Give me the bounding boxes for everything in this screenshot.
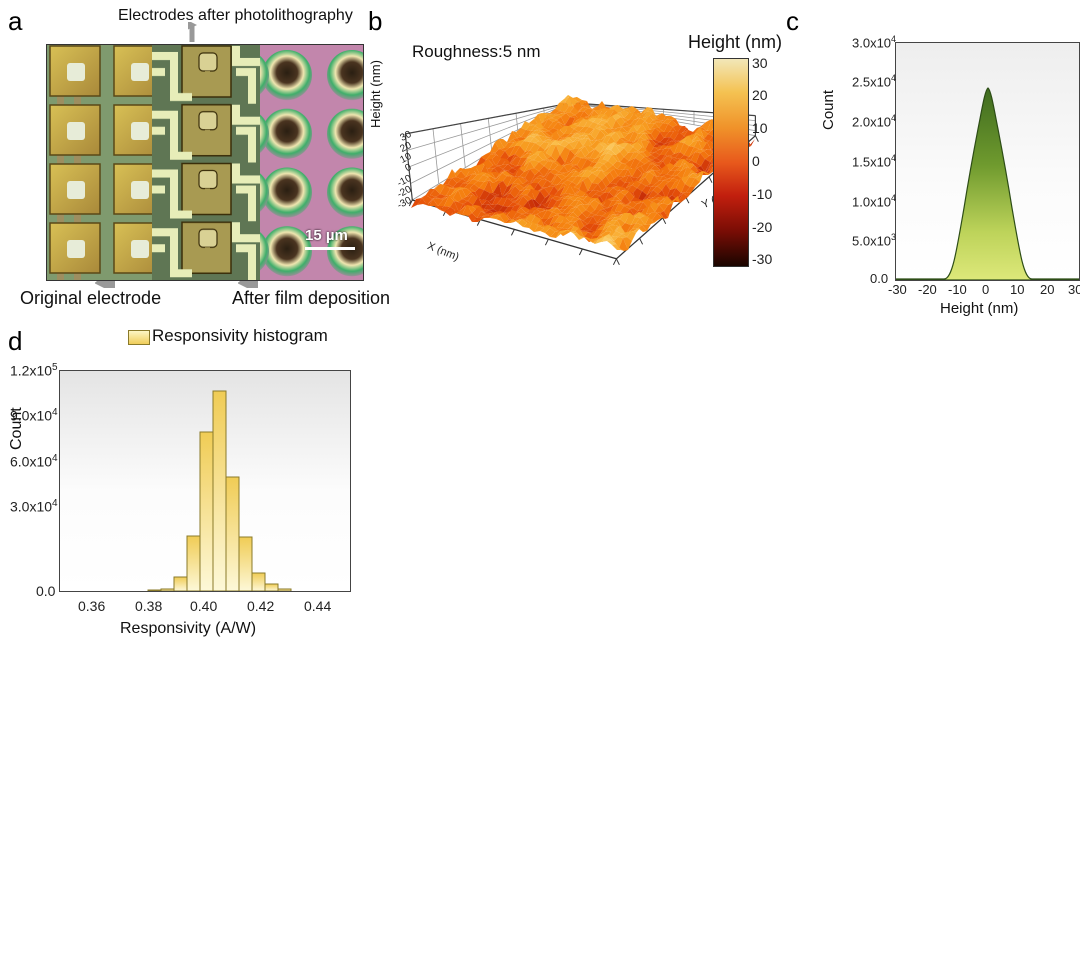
svg-text:0: 0 <box>403 162 413 175</box>
